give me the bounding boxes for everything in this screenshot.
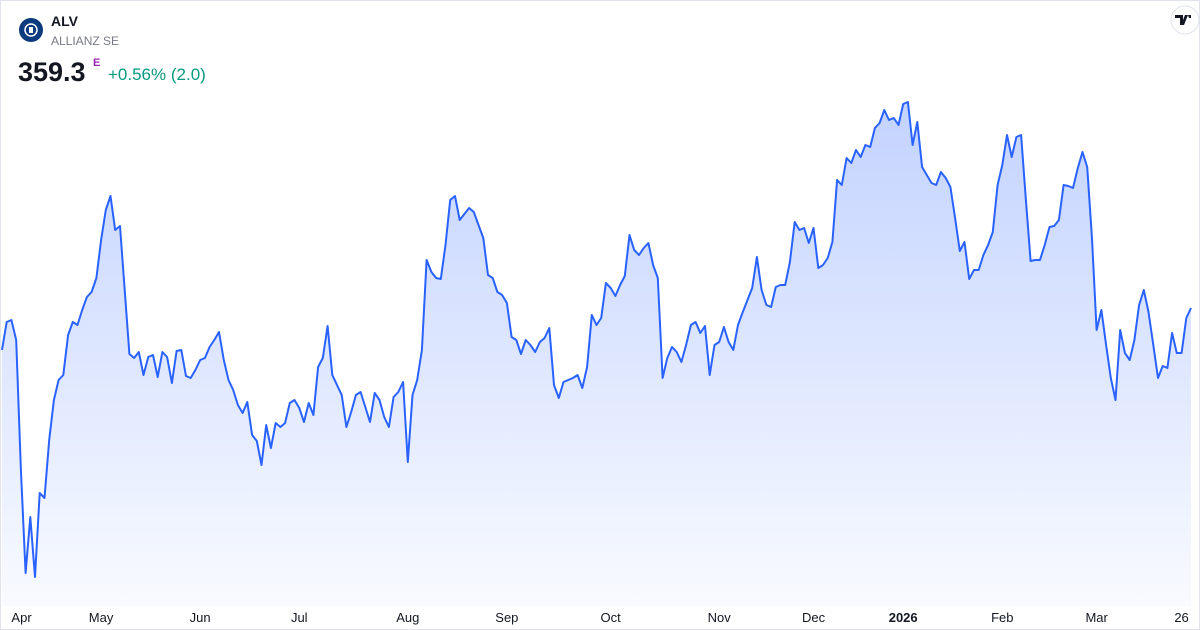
price-change: +0.56% (2.0) [108,65,206,84]
price-flag: E [93,57,100,69]
x-tick-label: 2026 [889,610,918,625]
x-tick-label: Mar [1085,610,1108,625]
tv-logo[interactable] [1170,5,1200,35]
x-tick-label: Nov [708,610,732,625]
x-tick-label: Apr [11,610,32,625]
logo [19,18,43,42]
x-tick-label: Jun [190,610,211,625]
x-tick-label: 26 [1174,610,1188,625]
price: 359.3 [18,57,86,87]
x-tick-label: Feb [991,610,1013,625]
x-tick-label: Jul [291,610,308,625]
ticker: ALV [51,13,79,29]
x-tick-label: Sep [495,610,518,625]
area-fill [2,102,1191,606]
x-tick-label: Oct [601,610,622,625]
price-line [1,101,1192,578]
x-tick-label: Aug [396,610,419,625]
x-tick-label: May [89,610,114,625]
company-name: ALLIANZ SE [51,34,119,48]
x-tick-label: Dec [802,610,826,625]
